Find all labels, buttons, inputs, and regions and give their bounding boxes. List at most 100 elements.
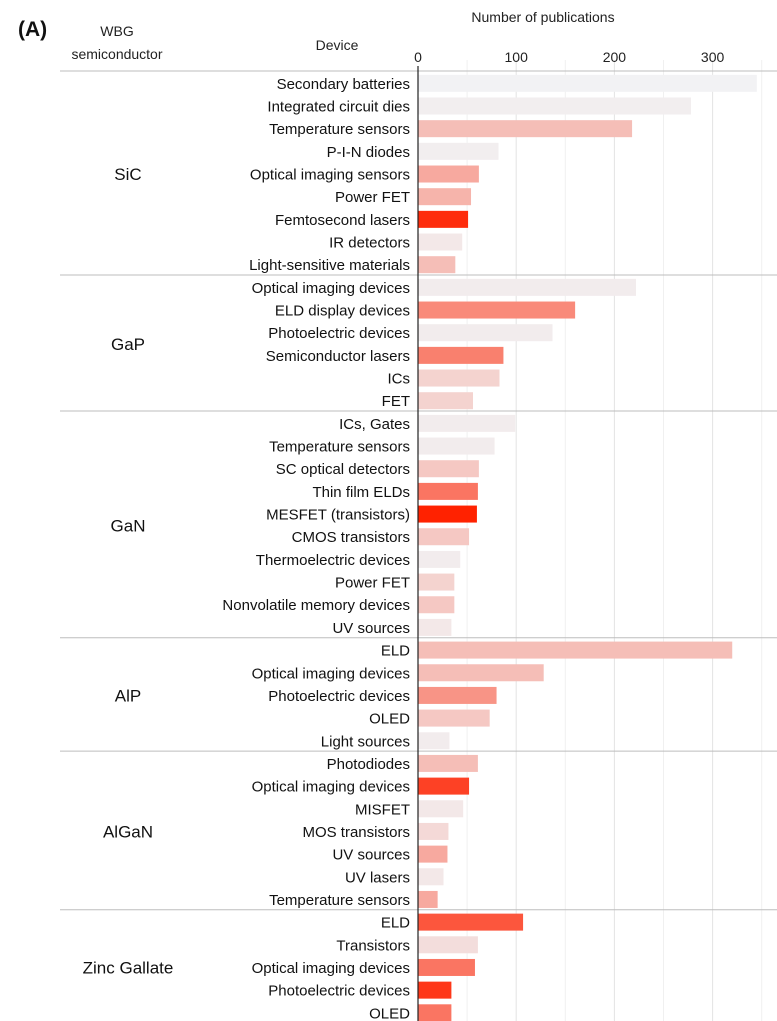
bar	[418, 596, 455, 614]
bar	[418, 1004, 452, 1021]
device-label: FET	[382, 393, 410, 410]
group-label: AlP	[115, 686, 141, 705]
device-label: OLED	[369, 711, 410, 728]
bar	[418, 188, 472, 206]
device-label: UV sources	[332, 847, 410, 864]
x-tick-label: 200	[603, 49, 627, 65]
bar	[418, 97, 691, 115]
device-label: Integrated circuit dies	[267, 99, 410, 116]
bar	[418, 256, 456, 274]
panel-label: (A)	[18, 18, 47, 41]
x-tick-label: 300	[701, 49, 725, 65]
device-label: Thermoelectric devices	[256, 552, 410, 569]
bar	[418, 822, 449, 840]
bar	[418, 641, 733, 659]
device-label: P-I-N diodes	[327, 144, 410, 161]
device-label: UV sources	[332, 620, 410, 637]
bar	[418, 618, 452, 636]
bar	[418, 913, 524, 931]
device-label: Light-sensitive materials	[249, 257, 410, 274]
device-label: Nonvolatile memory devices	[222, 597, 410, 614]
x-tick-label: 0	[414, 49, 422, 65]
x-tick-labels: 0 100 200 300	[414, 49, 724, 65]
device-label: UV lasers	[345, 869, 410, 886]
bar	[418, 460, 479, 478]
bar	[418, 346, 504, 364]
device-label: Photoelectric devices	[268, 688, 410, 705]
group-column-header: WBG semiconductor	[71, 23, 162, 62]
gridlines	[466, 60, 763, 1021]
bars	[418, 74, 757, 1021]
bar	[418, 573, 455, 591]
bar	[418, 369, 500, 387]
x-tick-label: 100	[505, 49, 529, 65]
device-label: Thin film ELDs	[312, 484, 410, 501]
group-labels: SiC GaP GaN AlP AlGaN Zinc Gallate	[83, 165, 174, 977]
device-label: Optical imaging devices	[252, 665, 410, 682]
bar	[418, 686, 497, 704]
bar	[418, 505, 477, 523]
bar	[418, 732, 450, 750]
bar	[418, 482, 478, 500]
device-label: CMOS transistors	[292, 529, 410, 546]
device-label: Optical imaging devices	[252, 960, 410, 977]
device-column-header: Device	[316, 37, 359, 53]
device-label: Temperature sensors	[269, 121, 410, 138]
device-label: MESFET (transistors)	[266, 507, 410, 524]
bar	[418, 890, 438, 908]
bar	[418, 958, 475, 976]
device-label: Light sources	[321, 733, 410, 750]
device-label: Temperature sensors	[269, 892, 410, 909]
bar	[418, 981, 452, 999]
device-label: MOS transistors	[302, 824, 410, 841]
bar	[418, 664, 544, 682]
group-label: SiC	[114, 165, 141, 184]
device-label: ELD	[381, 643, 410, 660]
device-label: Optical imaging sensors	[250, 167, 410, 184]
group-label: Zinc Gallate	[83, 958, 174, 977]
device-label: ICs, Gates	[339, 416, 410, 433]
device-label: Photoelectric devices	[268, 983, 410, 1000]
bar	[418, 800, 464, 818]
bar	[418, 936, 478, 954]
bar	[418, 868, 444, 886]
device-label: Optical imaging devices	[252, 280, 410, 297]
bar	[418, 324, 553, 342]
bar	[418, 392, 473, 410]
bar	[418, 528, 470, 546]
device-label: Photoelectric devices	[268, 325, 410, 342]
bar	[418, 709, 490, 727]
group-label: AlGaN	[103, 822, 153, 841]
bar	[418, 210, 469, 228]
device-label: Power FET	[335, 575, 410, 592]
device-label: OLED	[369, 1005, 410, 1021]
device-label: ELD display devices	[275, 303, 410, 320]
bar	[418, 845, 448, 863]
device-label: SC optical detectors	[276, 461, 410, 478]
device-label: MISFET	[355, 801, 410, 818]
group-label: GaN	[111, 516, 146, 535]
bar	[418, 437, 495, 455]
device-label: Temperature sensors	[269, 439, 410, 456]
bar	[418, 74, 757, 92]
device-label: Photodiodes	[327, 756, 410, 773]
bar	[418, 165, 479, 183]
device-label: ICs	[388, 371, 411, 388]
bar	[418, 233, 463, 251]
device-labels: Secondary batteries Integrated circuit di…	[222, 76, 410, 1021]
device-label: Femtosecond lasers	[275, 212, 410, 229]
group-label: GaP	[111, 335, 145, 354]
device-label: Transistors	[336, 937, 410, 954]
bar	[418, 550, 461, 568]
axis-title: Number of publications	[471, 9, 614, 25]
device-label: Semiconductor lasers	[266, 348, 410, 365]
bar	[418, 777, 470, 795]
device-label: Optical imaging devices	[252, 779, 410, 796]
device-label: IR detectors	[329, 235, 410, 252]
device-label: Power FET	[335, 189, 410, 206]
bar	[418, 301, 576, 319]
device-label: ELD	[381, 915, 410, 932]
bar	[418, 414, 516, 432]
bar	[418, 278, 637, 296]
